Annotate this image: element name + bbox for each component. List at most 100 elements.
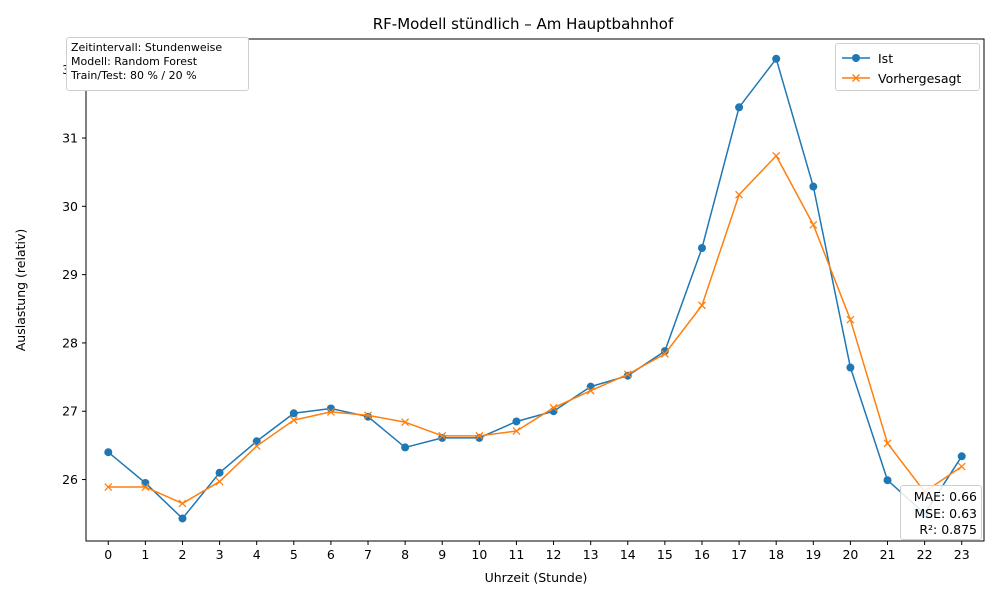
marker-stroke bbox=[326, 407, 335, 416]
data-point-ist bbox=[178, 514, 187, 523]
legend-marker-vorhergesagt bbox=[842, 74, 870, 82]
marker-stroke bbox=[846, 315, 855, 324]
data-point-ist bbox=[846, 363, 855, 372]
series-line-vorhergesagt bbox=[108, 155, 963, 505]
x-tick-label: 7 bbox=[364, 547, 372, 562]
legend-label-vorhergesagt: Vorhergesagt bbox=[878, 70, 962, 86]
x-tick-label: 6 bbox=[327, 547, 335, 562]
data-point-vorhergesagt bbox=[623, 370, 632, 379]
data-point-vorhergesagt bbox=[512, 427, 521, 435]
y-tick-label: 30 bbox=[62, 199, 78, 214]
data-point-ist bbox=[289, 409, 298, 418]
data-point-ist bbox=[215, 468, 224, 477]
x-tick-label: 22 bbox=[917, 547, 933, 562]
x-axis: 0 1 2 3 4 5 6 7 8 9 10 11 12 13 14 15 16 17 18 19 20 21 22 23 bbox=[104, 541, 970, 562]
y-tick-label: 28 bbox=[62, 335, 78, 350]
marker-stroke bbox=[957, 462, 966, 471]
marker-stroke bbox=[475, 431, 484, 440]
marker-stroke bbox=[141, 483, 150, 492]
data-point-vorhergesagt bbox=[846, 315, 855, 324]
data-point-vorhergesagt bbox=[141, 483, 150, 492]
marker-stroke bbox=[364, 411, 372, 420]
marker-stroke bbox=[104, 483, 113, 492]
x-tick-label: 4 bbox=[253, 547, 261, 562]
x-tick-label: 21 bbox=[880, 547, 896, 562]
metrics-box: MAE: 0.66 MSE: 0.63 R²: 0.875 bbox=[900, 485, 982, 540]
marker-stroke bbox=[289, 416, 298, 425]
data-point-ist bbox=[141, 478, 150, 487]
legend-label-ist: Ist bbox=[878, 50, 894, 66]
data-point-vorhergesagt bbox=[549, 403, 558, 412]
legend-item-ist: Ist bbox=[842, 49, 893, 67]
marker-stroke bbox=[698, 301, 706, 310]
data-point-vorhergesagt bbox=[215, 477, 224, 486]
data-point-vorhergesagt bbox=[698, 301, 706, 310]
info-box: Zeitintervall: Stundenweise Modell: Rand… bbox=[66, 37, 249, 91]
x-tick-label: 19 bbox=[805, 547, 821, 562]
legend: Ist Vorhergesagt bbox=[835, 43, 980, 91]
y-tick-label: 27 bbox=[62, 404, 78, 419]
chart-title: RF-Modell stündlich – Am Hauptbahnhof bbox=[373, 15, 674, 33]
data-point-ist bbox=[401, 443, 410, 452]
series-layer bbox=[104, 54, 966, 523]
data-point-vorhergesagt bbox=[660, 349, 669, 358]
y-tick-label: 29 bbox=[62, 267, 78, 282]
plot-area bbox=[85, 38, 985, 542]
data-point-ist bbox=[512, 417, 521, 426]
data-point-ist bbox=[660, 347, 669, 356]
data-point-ist bbox=[809, 182, 818, 191]
marker-stroke bbox=[549, 403, 558, 412]
x-tick-label: 3 bbox=[216, 547, 224, 562]
data-point-ist bbox=[735, 103, 744, 112]
marker-stroke bbox=[809, 220, 818, 229]
x-tick-label: 12 bbox=[546, 547, 562, 562]
data-point-vorhergesagt bbox=[772, 151, 781, 160]
y-tick-label: 31 bbox=[62, 131, 78, 146]
marker-stroke bbox=[215, 477, 224, 486]
marker-stroke bbox=[660, 349, 669, 358]
info-interval: Zeitintervall: Stundenweise bbox=[71, 41, 223, 54]
marker-stroke bbox=[512, 427, 521, 435]
marker-stroke bbox=[586, 386, 595, 395]
data-point-vorhergesagt bbox=[252, 442, 261, 451]
data-point-vorhergesagt bbox=[326, 407, 335, 416]
x-tick-label: 18 bbox=[768, 547, 784, 562]
x-tick-label: 13 bbox=[583, 547, 599, 562]
data-point-vorhergesagt bbox=[438, 431, 447, 440]
data-point-vorhergesagt bbox=[178, 499, 187, 508]
marker-stroke bbox=[178, 499, 187, 508]
data-point-ist bbox=[104, 448, 113, 457]
marker-stroke bbox=[252, 442, 261, 451]
x-tick-label: 20 bbox=[842, 547, 858, 562]
data-point-ist bbox=[364, 412, 373, 421]
marker-stroke bbox=[438, 431, 447, 440]
y-tick-label: 26 bbox=[62, 472, 78, 487]
marker-stroke bbox=[883, 439, 892, 448]
data-point-vorhergesagt bbox=[475, 431, 484, 440]
y-axis: 26272829303132 bbox=[62, 62, 86, 487]
info-model: Modell: Random Forest bbox=[71, 55, 198, 68]
x-tick-label: 1 bbox=[141, 547, 149, 562]
marker-stroke bbox=[772, 151, 781, 160]
marker-stroke bbox=[401, 418, 410, 427]
data-point-ist bbox=[697, 243, 706, 252]
x-tick-label: 16 bbox=[694, 547, 710, 562]
marker-stroke bbox=[735, 190, 744, 199]
data-point-ist bbox=[883, 476, 892, 485]
data-point-vorhergesagt bbox=[883, 439, 892, 448]
data-point-vorhergesagt bbox=[586, 386, 595, 395]
data-point-vorhergesagt bbox=[809, 220, 818, 229]
legend-marker-ist bbox=[842, 54, 870, 62]
x-tick-label: 8 bbox=[401, 547, 409, 562]
metric-mse: MSE: 0.63 bbox=[914, 505, 977, 521]
data-point-vorhergesagt bbox=[364, 411, 372, 420]
series-line-ist bbox=[107, 58, 963, 520]
metric-mae: MAE: 0.66 bbox=[913, 489, 977, 504]
x-tick-label: 15 bbox=[657, 547, 673, 562]
x-tick-label: 23 bbox=[954, 547, 970, 562]
x-axis-label: Uhrzeit (Stunde) bbox=[485, 570, 588, 585]
legend-item-vorhergesagt: Vorhergesagt bbox=[842, 69, 961, 87]
info-split: Train/Test: 80 % / 20 % bbox=[71, 69, 197, 82]
x-tick-label: 14 bbox=[620, 547, 636, 562]
